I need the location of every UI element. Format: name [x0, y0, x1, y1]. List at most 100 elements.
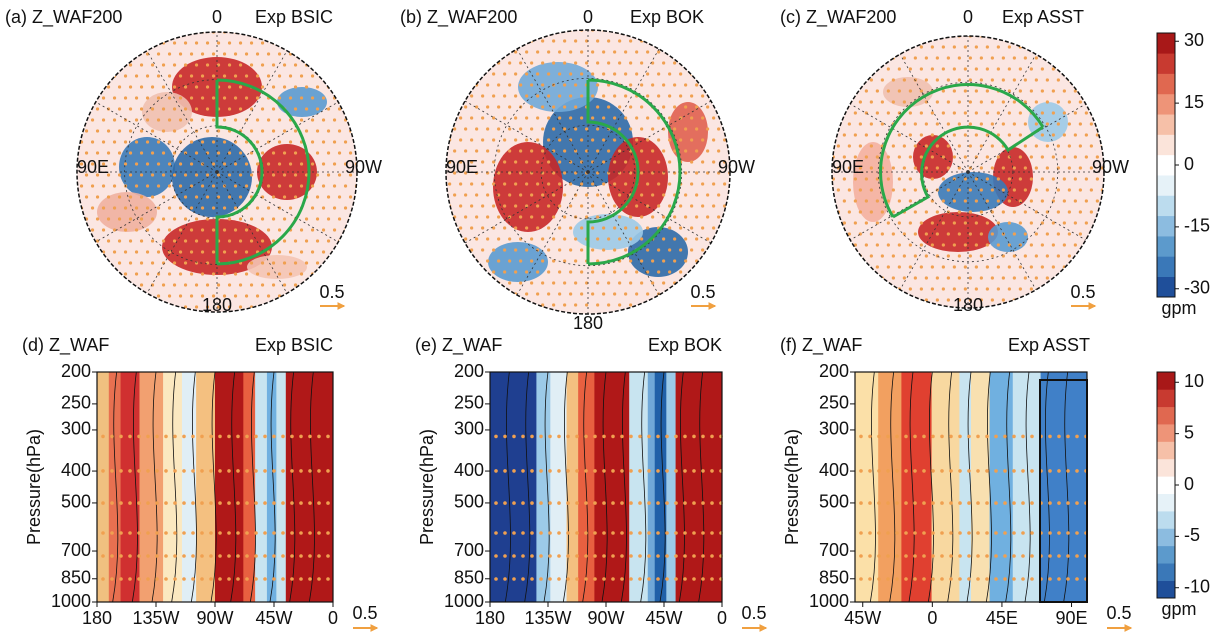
- vector-dot: [182, 434, 186, 439]
- significance-dot: [222, 272, 227, 276]
- panel-title: (f) Z_WAF: [780, 335, 862, 356]
- significance-dot: [156, 228, 161, 232]
- vector-dot: [254, 434, 258, 439]
- significance-dot: [547, 248, 551, 252]
- significance-dot: [679, 72, 683, 76]
- significance-dot: [919, 155, 923, 159]
- significance-dot: [486, 127, 490, 131]
- significance-dot: [205, 305, 210, 309]
- vector-dot: [701, 469, 705, 473]
- y-tick-label: 250: [454, 393, 484, 413]
- significance-dot: [481, 116, 485, 120]
- contour-line: [582, 371, 589, 603]
- significance-dot: [448, 292, 452, 296]
- significance-dot: [646, 138, 650, 142]
- significance-dot: [200, 52, 205, 56]
- significance-dot: [1078, 210, 1082, 214]
- significance-dot: [1089, 36, 1093, 38]
- significance-dot: [701, 204, 705, 208]
- vector-dot: [200, 469, 204, 473]
- significance-dot: [326, 173, 331, 177]
- significance-dot: [222, 96, 227, 100]
- vector-dot: [317, 531, 321, 535]
- shading-band: [901, 372, 933, 602]
- significance-dot: [167, 52, 172, 56]
- significance-dot: [178, 294, 183, 298]
- significance-dot: [134, 206, 139, 210]
- significance-dot: [908, 177, 912, 181]
- significance-dot: [1045, 254, 1049, 258]
- significance-dot: [354, 118, 357, 122]
- significance-dot: [470, 160, 474, 164]
- significance-dot: [304, 85, 309, 89]
- significance-dot: [552, 39, 556, 43]
- significance-dot: [183, 217, 188, 221]
- significance-dot: [354, 250, 357, 254]
- vector-dot: [1021, 434, 1025, 439]
- significance-dot: [919, 67, 923, 71]
- significance-dot: [233, 184, 238, 188]
- colorbar-tick-label: 0: [1184, 474, 1194, 494]
- significance-dot: [717, 215, 721, 219]
- significance-dot: [832, 111, 835, 115]
- significance-dot: [1012, 166, 1016, 170]
- significance-dot: [952, 265, 956, 269]
- significance-dot: [701, 30, 705, 32]
- colorbar-segment: [1157, 563, 1175, 581]
- significance-dot: [728, 303, 730, 307]
- vector-dot: [994, 501, 998, 505]
- significance-dot: [128, 41, 133, 45]
- y-tick-label: 1000: [51, 591, 91, 611]
- significance-dot: [299, 228, 304, 232]
- significance-dot: [832, 221, 835, 225]
- significance-dot: [233, 118, 238, 122]
- significance-dot: [935, 210, 939, 214]
- vector-dot: [200, 577, 204, 581]
- significance-dot: [679, 292, 683, 296]
- shading-band: [255, 372, 268, 602]
- significance-dot: [946, 144, 950, 148]
- significance-dot: [233, 294, 238, 298]
- significance-dot: [913, 144, 917, 148]
- analysis-sector: [879, 83, 1045, 219]
- significance-dot: [1056, 276, 1060, 280]
- significance-dot: [514, 182, 518, 186]
- significance-dot: [183, 283, 188, 287]
- vector-dot: [584, 469, 588, 473]
- significance-dot: [574, 127, 578, 131]
- significance-dot: [902, 100, 906, 104]
- experiment-label: Exp BSIC: [255, 7, 333, 27]
- vector-dot: [922, 434, 926, 439]
- x-tick-label: 90W: [196, 608, 233, 628]
- significance-dot: [1062, 287, 1066, 291]
- significance-dot: [662, 237, 666, 241]
- significance-dot: [858, 210, 862, 214]
- significance-dot: [508, 149, 512, 153]
- significance-dot: [1001, 36, 1005, 38]
- significance-dot: [607, 61, 611, 65]
- significance-dot: [519, 39, 523, 43]
- significance-dot: [519, 193, 523, 197]
- significance-dot: [963, 243, 967, 247]
- significance-dot: [282, 41, 287, 45]
- significance-dot: [891, 232, 895, 236]
- significance-dot: [299, 32, 304, 34]
- vector-dot: [958, 577, 962, 581]
- vector-dot: [602, 531, 606, 535]
- significance-dot: [952, 111, 956, 115]
- significance-dot: [585, 303, 589, 307]
- significance-dot: [293, 107, 298, 111]
- significance-dot: [106, 41, 111, 45]
- significance-dot: [957, 298, 961, 302]
- significance-dot: [886, 67, 890, 71]
- significance-dot: [244, 162, 249, 166]
- significance-dot: [189, 52, 194, 56]
- vector-dot: [119, 434, 123, 439]
- vector-dot: [1075, 434, 1079, 439]
- significance-dot: [95, 129, 100, 133]
- significance-dot: [337, 261, 342, 265]
- colorbar-tick-label: 10: [1184, 371, 1204, 391]
- vector-dot: [620, 577, 624, 581]
- significance-dot: [282, 85, 287, 89]
- significance-dot: [271, 63, 276, 67]
